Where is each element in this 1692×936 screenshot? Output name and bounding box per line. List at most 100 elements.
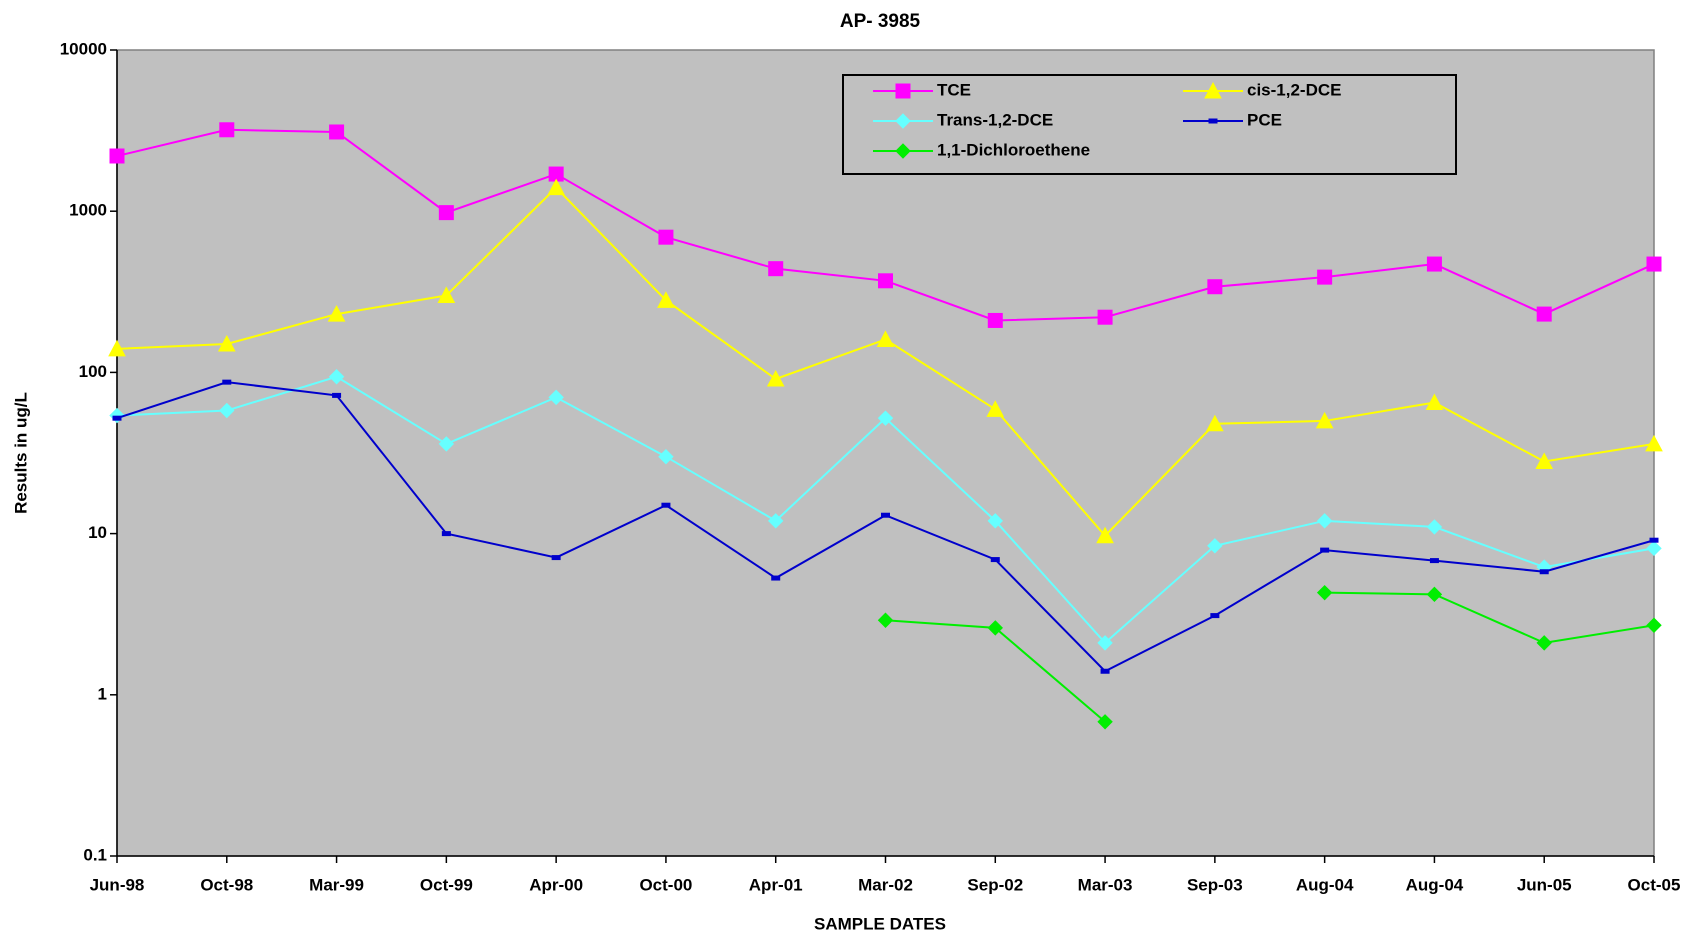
- marker: [108, 339, 126, 357]
- marker: [112, 415, 122, 421]
- x-tick-label: Mar-03: [1078, 875, 1133, 894]
- marker: [1100, 668, 1110, 674]
- legend-label: Trans-1,2-DCE: [937, 110, 1053, 129]
- x-tick-label: Jun-98: [90, 875, 145, 894]
- marker: [548, 389, 564, 406]
- marker: [1316, 584, 1333, 601]
- marker: [1646, 617, 1662, 633]
- y-tick-label: 10000: [60, 39, 107, 58]
- marker: [878, 273, 893, 289]
- marker: [1097, 635, 1113, 651]
- marker: [1208, 118, 1218, 124]
- marker: [987, 620, 1003, 636]
- legend-box: [842, 74, 1457, 175]
- marker: [1429, 558, 1439, 564]
- marker: [661, 502, 671, 508]
- marker: [1097, 309, 1113, 325]
- marker: [657, 291, 675, 308]
- marker: [1536, 306, 1552, 322]
- marker: [877, 410, 894, 426]
- marker: [990, 557, 1000, 563]
- marker: [219, 122, 235, 138]
- marker: [551, 555, 561, 561]
- marker: [658, 448, 674, 465]
- x-tick-label: Mar-02: [858, 875, 913, 894]
- y-tick-label: 0.1: [83, 845, 107, 864]
- y-axis-title: Results in ug/L: [11, 392, 30, 514]
- y-tick-label: 1: [98, 684, 107, 703]
- x-tick-label: Oct-05: [1628, 875, 1681, 894]
- marker: [1096, 526, 1114, 544]
- marker: [328, 369, 345, 385]
- marker: [1536, 635, 1552, 651]
- marker: [1206, 414, 1224, 432]
- x-tick-label: Sep-02: [967, 875, 1023, 894]
- marker: [1426, 519, 1443, 535]
- x-tick-label: Apr-01: [749, 875, 803, 894]
- marker: [1646, 256, 1662, 272]
- marker: [876, 330, 895, 347]
- marker: [332, 392, 342, 398]
- legend-label: PCE: [1247, 110, 1282, 129]
- x-axis-title: SAMPLE DATES: [814, 914, 946, 933]
- marker: [438, 436, 455, 452]
- marker: [877, 612, 894, 628]
- legend-label: 1,1-Dichloroethene: [937, 140, 1090, 159]
- marker: [327, 305, 346, 322]
- marker: [438, 205, 454, 221]
- marker: [986, 400, 1005, 417]
- marker: [1646, 540, 1662, 557]
- y-tick-label: 100: [79, 362, 107, 381]
- marker: [437, 286, 456, 303]
- marker: [1649, 537, 1659, 543]
- marker: [547, 178, 565, 196]
- marker: [658, 229, 674, 245]
- marker: [1207, 279, 1223, 295]
- marker: [987, 513, 1003, 529]
- marker: [1426, 586, 1443, 603]
- x-tick-label: Mar-99: [309, 875, 364, 894]
- marker: [441, 531, 451, 537]
- marker: [1426, 256, 1442, 272]
- x-tick-label: Oct-98: [200, 875, 253, 894]
- marker: [771, 575, 781, 581]
- marker: [895, 113, 911, 129]
- marker: [1535, 452, 1554, 470]
- marker: [1204, 81, 1222, 99]
- marker: [219, 402, 235, 419]
- marker: [1210, 613, 1220, 619]
- marker: [1320, 547, 1330, 553]
- marker: [217, 334, 236, 352]
- x-tick-label: Oct-99: [420, 875, 473, 894]
- marker: [1207, 538, 1223, 554]
- marker: [1097, 714, 1113, 730]
- marker: [768, 261, 784, 277]
- marker: [1539, 569, 1549, 575]
- marker: [987, 312, 1003, 328]
- marker: [1425, 393, 1444, 411]
- x-tick-label: Jun-05: [1517, 875, 1572, 894]
- y-tick-label: 10: [88, 523, 107, 542]
- marker: [1645, 434, 1663, 452]
- x-tick-label: Sep-03: [1187, 875, 1243, 894]
- x-tick-label: Aug-04: [1296, 875, 1354, 894]
- series-line: [1324, 591, 1655, 644]
- marker: [1315, 411, 1334, 429]
- chart-title: AP- 3985: [840, 11, 921, 32]
- marker: [895, 83, 911, 99]
- marker: [1317, 269, 1333, 285]
- legend-label: cis-1,2-DCE: [1247, 80, 1341, 99]
- x-tick-label: Oct-00: [639, 875, 692, 894]
- x-tick-label: Apr-00: [529, 875, 583, 894]
- marker: [881, 512, 890, 518]
- x-tick-label: Aug-04: [1406, 875, 1464, 894]
- legend-label: TCE: [937, 80, 971, 99]
- marker: [768, 513, 784, 529]
- plot-area: [116, 49, 1655, 857]
- marker: [222, 379, 232, 385]
- y-tick-label: 1000: [69, 201, 107, 220]
- marker: [1316, 513, 1333, 529]
- marker: [766, 369, 785, 387]
